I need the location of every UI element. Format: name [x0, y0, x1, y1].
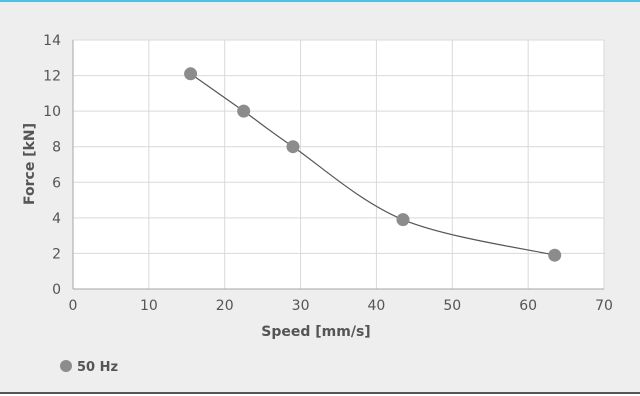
x-tick-label: 40 — [368, 298, 386, 314]
x-tick-label: 50 — [443, 298, 461, 314]
data-point — [237, 104, 251, 118]
legend: 50 Hz — [60, 360, 118, 375]
grid-lines — [73, 39, 605, 289]
y-tick-labels: 0 2 4 6 8 10 12 14 — [43, 33, 61, 298]
series-layer — [184, 67, 562, 262]
y-tick-label: 6 — [52, 175, 61, 191]
y-tick-label: 14 — [43, 33, 61, 49]
x-tick-labels: 0 10 20 30 40 50 60 70 — [69, 298, 613, 314]
y-tick-label: 0 — [52, 282, 61, 298]
data-point — [184, 67, 198, 81]
x-tick-label: 0 — [69, 298, 78, 314]
series-line — [190, 73, 555, 256]
x-axis-title: Speed [mm/s] — [261, 324, 370, 340]
y-tick-label: 8 — [52, 140, 61, 156]
y-tick-label: 2 — [52, 246, 61, 262]
legend-label: 50 Hz — [77, 360, 118, 375]
legend-marker — [60, 360, 72, 372]
y-axis-title: Force [kN] — [22, 123, 38, 205]
data-point — [548, 248, 562, 262]
x-tick-label: 10 — [140, 298, 158, 314]
y-tick-label: 4 — [52, 211, 61, 227]
plot-area — [73, 40, 604, 289]
x-tick-label: 70 — [595, 298, 613, 314]
x-tick-label: 20 — [216, 298, 234, 314]
data-point — [286, 140, 300, 154]
y-tick-label: 12 — [43, 69, 61, 85]
x-tick-label: 60 — [519, 298, 537, 314]
x-tick-label: 30 — [292, 298, 310, 314]
y-tick-label: 10 — [43, 104, 61, 120]
axes — [72, 40, 604, 290]
data-point — [396, 213, 410, 227]
